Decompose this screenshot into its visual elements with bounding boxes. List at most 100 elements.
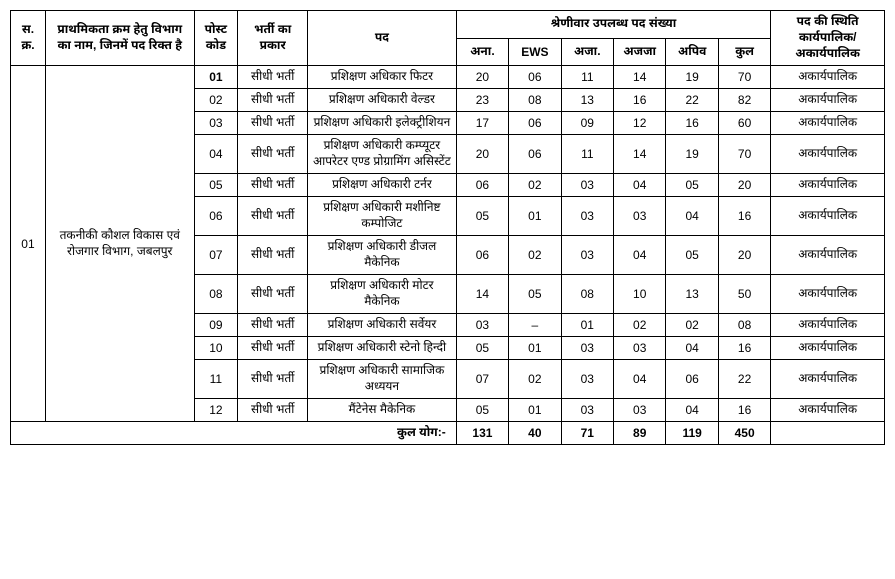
cell-c5: 04	[666, 399, 718, 422]
cell-c5: 22	[666, 89, 718, 112]
cell-dept: तकनीकी कौशल विकास एवं रोजगार विभाग, जबलप…	[45, 66, 194, 422]
cell-code: 12	[194, 399, 238, 422]
hdr-c4: अजजा	[614, 38, 666, 66]
cell-c5: 04	[666, 197, 718, 236]
total-c3: 71	[561, 422, 613, 445]
cell-c3: 13	[561, 89, 613, 112]
cell-type: सीधी भर्ती	[238, 236, 308, 275]
cell-c1: 05	[456, 399, 508, 422]
cell-c1: 03	[456, 314, 508, 337]
cell-c2: 01	[509, 337, 561, 360]
cell-c2: 02	[509, 174, 561, 197]
cell-c1: 06	[456, 236, 508, 275]
cell-c6: 08	[718, 314, 770, 337]
cell-code: 05	[194, 174, 238, 197]
total-label: कुल योग:-	[11, 422, 457, 445]
total-c5: 119	[666, 422, 718, 445]
hdr-c6: कुल	[718, 38, 770, 66]
cell-c3: 03	[561, 360, 613, 399]
hdr-c3: अजा.	[561, 38, 613, 66]
cell-c5: 06	[666, 360, 718, 399]
cell-c6: 22	[718, 360, 770, 399]
cell-c2: 02	[509, 360, 561, 399]
cell-status: अकार्यपालिक	[771, 135, 885, 174]
table-row: 01तकनीकी कौशल विकास एवं रोजगार विभाग, जब…	[11, 66, 885, 89]
cell-c3: 09	[561, 112, 613, 135]
cell-c3: 03	[561, 174, 613, 197]
cell-c4: 04	[614, 360, 666, 399]
cell-type: सीधी भर्ती	[238, 275, 308, 314]
cell-status: अकार्यपालिक	[771, 66, 885, 89]
cell-c6: 60	[718, 112, 770, 135]
cell-c6: 20	[718, 236, 770, 275]
cell-c3: 03	[561, 236, 613, 275]
cell-post: प्रशिक्षण अधिकारी टर्नर	[308, 174, 457, 197]
hdr-dept: प्राथमिकता क्रम हेतु विभाग का नाम, जिनमे…	[45, 11, 194, 66]
cell-status: अकार्यपालिक	[771, 197, 885, 236]
cell-c1: 06	[456, 174, 508, 197]
cell-type: सीधी भर्ती	[238, 135, 308, 174]
cell-c5: 13	[666, 275, 718, 314]
cell-sno: 01	[11, 66, 46, 422]
cell-type: सीधी भर्ती	[238, 89, 308, 112]
total-row: कुल योग:-131407189119450	[11, 422, 885, 445]
cell-code: 09	[194, 314, 238, 337]
cell-c2: 02	[509, 236, 561, 275]
cell-code: 06	[194, 197, 238, 236]
cell-c1: 23	[456, 89, 508, 112]
cell-c6: 70	[718, 135, 770, 174]
cell-c3: 08	[561, 275, 613, 314]
cell-c4: 03	[614, 337, 666, 360]
cell-status: अकार्यपालिक	[771, 89, 885, 112]
hdr-c2: EWS	[509, 38, 561, 66]
cell-type: सीधी भर्ती	[238, 66, 308, 89]
cell-code: 02	[194, 89, 238, 112]
cell-type: सीधी भर्ती	[238, 174, 308, 197]
cell-c4: 12	[614, 112, 666, 135]
cell-c6: 16	[718, 337, 770, 360]
cell-c2: 06	[509, 135, 561, 174]
cell-c4: 04	[614, 174, 666, 197]
cell-c4: 14	[614, 66, 666, 89]
cell-c6: 16	[718, 399, 770, 422]
cell-code: 07	[194, 236, 238, 275]
hdr-sno: स. क्र.	[11, 11, 46, 66]
cell-post: प्रशिक्षण अधिकारी डीजल मैकेनिक	[308, 236, 457, 275]
cell-c1: 17	[456, 112, 508, 135]
cell-status: अकार्यपालिक	[771, 174, 885, 197]
total-c4: 89	[614, 422, 666, 445]
total-c1: 131	[456, 422, 508, 445]
cell-c5: 16	[666, 112, 718, 135]
cell-c5: 04	[666, 337, 718, 360]
cell-type: सीधी भर्ती	[238, 314, 308, 337]
hdr-catgroup: श्रेणीवार उपलब्ध पद संख्या	[456, 11, 771, 39]
cell-c3: 01	[561, 314, 613, 337]
cell-c1: 14	[456, 275, 508, 314]
cell-c1: 07	[456, 360, 508, 399]
cell-c3: 11	[561, 135, 613, 174]
cell-c5: 19	[666, 135, 718, 174]
cell-c1: 05	[456, 197, 508, 236]
cell-c5: 05	[666, 174, 718, 197]
cell-c2: –	[509, 314, 561, 337]
cell-type: सीधी भर्ती	[238, 112, 308, 135]
cell-type: सीधी भर्ती	[238, 337, 308, 360]
cell-type: सीधी भर्ती	[238, 197, 308, 236]
cell-c5: 02	[666, 314, 718, 337]
cell-status: अकार्यपालिक	[771, 337, 885, 360]
cell-c2: 01	[509, 399, 561, 422]
cell-code: 03	[194, 112, 238, 135]
hdr-post: पद	[308, 11, 457, 66]
cell-c5: 19	[666, 66, 718, 89]
cell-c4: 02	[614, 314, 666, 337]
cell-c6: 82	[718, 89, 770, 112]
hdr-rectype: भर्ती का प्रकार	[238, 11, 308, 66]
cell-c1: 05	[456, 337, 508, 360]
cell-c4: 10	[614, 275, 666, 314]
cell-code: 08	[194, 275, 238, 314]
cell-c2: 08	[509, 89, 561, 112]
cell-status: अकार्यपालिक	[771, 360, 885, 399]
total-c6: 450	[718, 422, 770, 445]
cell-c6: 20	[718, 174, 770, 197]
hdr-c5: अपिव	[666, 38, 718, 66]
